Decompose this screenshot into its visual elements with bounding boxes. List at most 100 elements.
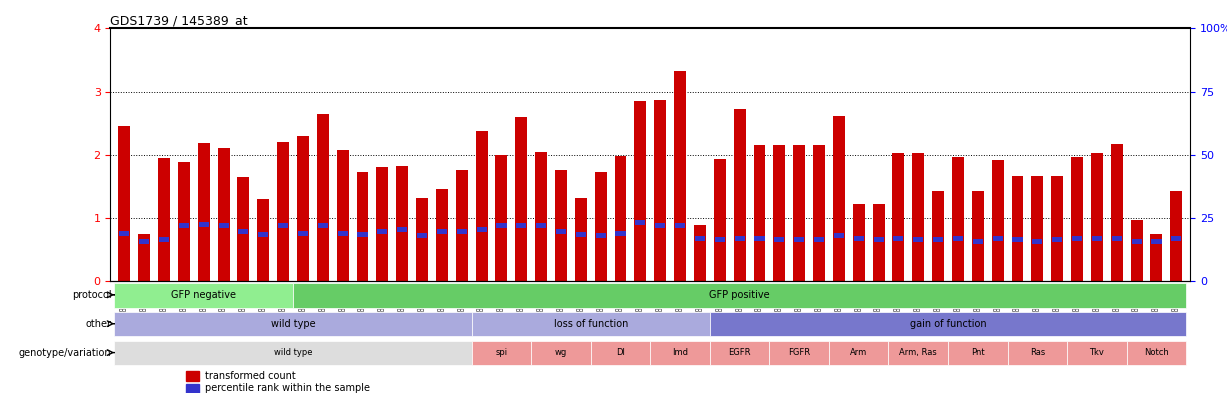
Text: spi: spi xyxy=(496,348,508,357)
Bar xyxy=(933,191,944,281)
Bar xyxy=(357,232,368,237)
FancyBboxPatch shape xyxy=(710,312,1187,337)
Bar xyxy=(972,191,984,281)
Bar xyxy=(437,229,447,234)
Bar xyxy=(1130,220,1142,281)
Bar xyxy=(1091,153,1103,281)
Bar xyxy=(337,231,347,236)
Bar xyxy=(158,158,171,281)
Text: other: other xyxy=(86,319,112,329)
Text: wild type: wild type xyxy=(274,348,313,357)
Text: Notch: Notch xyxy=(1144,348,1169,357)
Bar xyxy=(396,166,409,281)
Bar xyxy=(377,229,388,234)
FancyBboxPatch shape xyxy=(829,341,888,365)
Bar xyxy=(1011,175,1023,281)
Bar xyxy=(1052,175,1063,281)
Bar xyxy=(814,145,825,281)
Bar xyxy=(1012,237,1022,243)
Bar xyxy=(336,149,348,281)
Bar xyxy=(575,198,587,281)
Bar xyxy=(297,136,309,281)
Bar xyxy=(952,157,964,281)
FancyBboxPatch shape xyxy=(471,312,710,337)
Bar xyxy=(1032,175,1043,281)
Text: gain of function: gain of function xyxy=(909,319,987,329)
Bar xyxy=(991,160,1004,281)
Bar xyxy=(794,237,804,243)
FancyBboxPatch shape xyxy=(114,283,293,307)
Bar xyxy=(1052,237,1063,243)
Bar xyxy=(436,190,448,281)
Bar xyxy=(417,233,427,238)
Bar xyxy=(913,153,924,281)
Bar xyxy=(517,223,526,228)
Bar xyxy=(217,148,229,281)
FancyBboxPatch shape xyxy=(471,341,531,365)
Bar xyxy=(318,223,328,228)
FancyBboxPatch shape xyxy=(293,283,1187,307)
Bar xyxy=(993,235,1002,241)
Bar xyxy=(139,234,150,281)
Bar xyxy=(1092,235,1102,241)
Bar xyxy=(634,101,647,281)
Bar xyxy=(258,232,269,237)
Text: wg: wg xyxy=(555,348,567,357)
FancyBboxPatch shape xyxy=(531,341,590,365)
Bar xyxy=(933,237,944,243)
Bar xyxy=(913,237,924,243)
Bar xyxy=(476,131,487,281)
Bar xyxy=(1172,235,1182,241)
Bar xyxy=(854,235,864,241)
Bar xyxy=(973,239,983,244)
Bar xyxy=(1032,239,1043,244)
Text: loss of function: loss of function xyxy=(553,319,628,329)
Bar xyxy=(258,199,269,281)
Bar xyxy=(793,145,805,281)
Bar xyxy=(357,172,368,281)
Bar xyxy=(714,159,725,281)
Bar xyxy=(892,153,904,281)
Bar xyxy=(218,223,228,228)
Bar xyxy=(615,156,627,281)
Bar xyxy=(496,155,508,281)
Bar xyxy=(536,223,546,228)
Bar xyxy=(298,231,308,236)
Bar xyxy=(734,109,746,281)
Bar xyxy=(515,117,528,281)
Bar xyxy=(377,167,388,281)
Bar xyxy=(139,239,150,244)
Bar xyxy=(753,145,766,281)
Text: percentile rank within the sample: percentile rank within the sample xyxy=(205,383,371,393)
Text: Ras: Ras xyxy=(1029,348,1045,357)
FancyBboxPatch shape xyxy=(590,341,650,365)
Bar xyxy=(535,151,547,281)
Bar xyxy=(1110,144,1123,281)
Bar xyxy=(834,233,844,238)
Bar xyxy=(455,171,467,281)
Bar xyxy=(694,235,706,241)
Bar xyxy=(636,220,645,226)
Bar xyxy=(238,177,249,281)
FancyBboxPatch shape xyxy=(114,312,471,337)
Bar xyxy=(714,237,725,243)
FancyBboxPatch shape xyxy=(114,341,471,365)
Bar xyxy=(773,145,785,281)
Text: Pnt: Pnt xyxy=(971,348,984,357)
Bar xyxy=(398,227,407,232)
Bar xyxy=(872,204,885,281)
Text: transformed count: transformed count xyxy=(205,371,296,382)
Text: genotype/variation: genotype/variation xyxy=(18,347,112,358)
Bar xyxy=(476,227,487,232)
Bar xyxy=(874,237,883,243)
Bar xyxy=(953,235,963,241)
Bar xyxy=(1072,235,1082,241)
Text: FGFR: FGFR xyxy=(788,348,810,357)
Text: Arm, Ras: Arm, Ras xyxy=(899,348,937,357)
Bar xyxy=(279,223,288,228)
Bar xyxy=(456,229,466,234)
FancyBboxPatch shape xyxy=(650,341,710,365)
Bar xyxy=(774,237,784,243)
Bar xyxy=(893,235,903,241)
FancyBboxPatch shape xyxy=(710,341,769,365)
